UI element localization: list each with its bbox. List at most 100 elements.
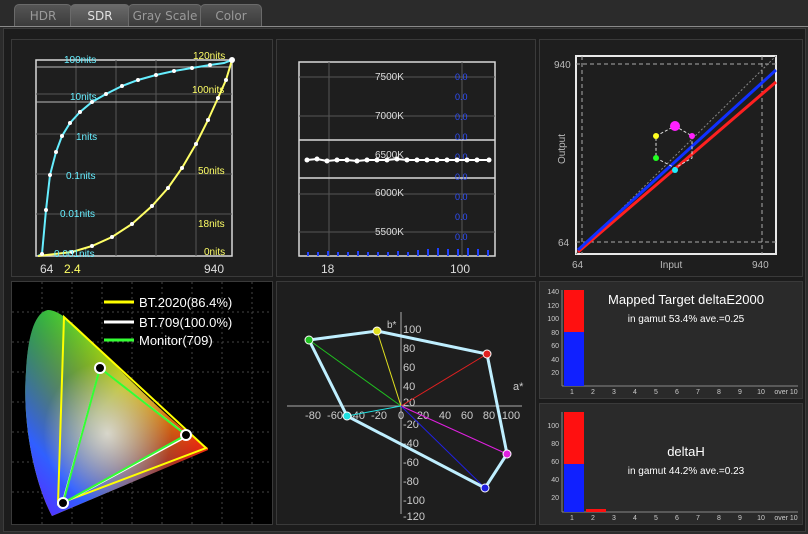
svg-text:0.0: 0.0 [455, 232, 468, 242]
tab-hdr[interactable]: HDR [14, 4, 72, 27]
svg-text:80: 80 [403, 343, 415, 355]
gamma-label-100nits: 100nits [64, 55, 96, 66]
svg-text:0.0: 0.0 [455, 212, 468, 222]
svg-text:0: 0 [398, 410, 404, 422]
svg-text:60: 60 [551, 459, 559, 466]
deltah-bar2-red [586, 509, 606, 512]
cie-panel: BT.2020(86.4%) BT.709(100.0%) Monitor(70… [11, 281, 273, 525]
deltah-bar-blue [564, 464, 584, 512]
mapping-red-line [577, 80, 777, 254]
de2000-y-ticks: 140 120 100 80 60 40 20 [547, 289, 559, 377]
gamma-label-0.001nits: 0.001nits [54, 249, 95, 260]
gamma-grid [36, 60, 232, 256]
ab-cyan-ray [346, 405, 402, 417]
deltah-bar-red [564, 412, 584, 464]
cie-green-primary [94, 362, 106, 374]
mapping-xlabel: Input [660, 260, 682, 271]
svg-text:-20: -20 [403, 419, 419, 431]
svg-text:6: 6 [675, 389, 679, 396]
svg-text:60: 60 [461, 410, 473, 422]
ab-green-point [304, 335, 314, 345]
de2000-chart: 140 120 100 80 60 40 20 1 2 3 4 5 6 7 8 9 10 ove… [540, 282, 802, 398]
svg-text:5: 5 [654, 515, 658, 522]
svg-text:120: 120 [547, 303, 559, 310]
tab-divider [0, 26, 808, 27]
svg-text:9: 9 [738, 389, 742, 396]
gamma-cyan-labels: 100nits 10nits 1nits 0.1nits 0.01nits 0.… [54, 55, 97, 260]
svg-text:3: 3 [612, 515, 616, 522]
gamma-yellow-labels: 120nits 100nits 50nits 18nits 0nits [192, 51, 225, 258]
svg-text:-100: -100 [403, 495, 425, 507]
gamma-value: 2.4 [64, 262, 81, 276]
svg-text:8: 8 [717, 515, 721, 522]
tab-sdr[interactable]: SDR [70, 4, 130, 27]
svg-text:100: 100 [547, 316, 559, 323]
colortemp-5500: 5500K [375, 227, 404, 238]
mapping-diagonal [575, 55, 777, 255]
colortemp-blue-bars [307, 248, 489, 256]
svg-text:1: 1 [570, 389, 574, 396]
svg-text:20: 20 [551, 495, 559, 502]
mapping-ylabel: Output [557, 134, 568, 164]
gamma-points [40, 57, 235, 256]
mapping-plot-frame [575, 55, 777, 255]
deltah-y-ticks: 100 80 60 40 20 [547, 423, 559, 502]
colortemp-7500: 7500K [375, 72, 404, 83]
cie-bt2020-triangle [56, 314, 208, 506]
de2000-panel: 140 120 100 80 60 40 20 1 2 3 4 5 6 7 8 9 10 ove… [539, 281, 803, 399]
svg-text:0.0: 0.0 [455, 132, 468, 142]
mapping-blue-line [576, 68, 778, 252]
cie-monitor-triangle [61, 366, 188, 506]
svg-text:100: 100 [547, 423, 559, 430]
svg-text:4: 4 [633, 515, 637, 522]
deltah-title: deltaH [667, 444, 705, 459]
ab-magenta-point [502, 449, 512, 459]
gamma-panel: 100nits 10nits 1nits 0.1nits 0.01nits 0.… [11, 39, 273, 277]
svg-text:7: 7 [696, 389, 700, 396]
svg-text:1: 1 [570, 515, 574, 522]
cie-red-primary [180, 429, 192, 441]
tab-bar: HDR SDR Gray Scale Color [0, 0, 808, 28]
ab-b-label: b* [387, 320, 397, 331]
gamma-label-1nits: 1nits [76, 132, 97, 143]
svg-text:-80: -80 [305, 410, 321, 422]
svg-text:80: 80 [483, 410, 495, 422]
svg-text:0.0: 0.0 [455, 92, 468, 102]
gamma-label-0.1nits: 0.1nits [66, 171, 95, 182]
mapping-chart: Output Input 940 64 64 940 [554, 55, 778, 271]
mapping-yellow-dot [653, 133, 659, 139]
gamma-label-0.01nits: 0.01nits [60, 209, 95, 220]
svg-text:5: 5 [654, 389, 658, 396]
deltah-x-ticks: 1 2 3 4 5 6 7 8 9 10 over 10 [570, 515, 798, 522]
svg-text:over 10: over 10 [774, 389, 797, 396]
de2000-x-ticks: 1 2 3 4 5 6 7 8 9 10 over 10 [570, 389, 798, 396]
colortemp-7000: 7000K [375, 111, 404, 122]
cie-blue-primary [57, 497, 69, 509]
svg-text:40: 40 [403, 381, 415, 393]
tab-color[interactable]: Color [200, 4, 262, 27]
svg-text:0.0: 0.0 [455, 112, 468, 122]
svg-text:2: 2 [591, 515, 595, 522]
svg-text:40: 40 [551, 357, 559, 364]
colortemp-blue-marks: 0.0 0.0 0.0 0.0 0.0 0.0 0.0 0.0 0.0 [455, 72, 468, 242]
de2000-bar-blue [564, 332, 584, 386]
deltah-panel: 100 80 60 40 20 1 2 3 4 5 6 7 8 9 10 over 10 de… [539, 403, 803, 525]
de2000-title: Mapped Target deltaE2000 [608, 292, 764, 307]
gamma-x-64: 64 [40, 262, 54, 276]
gamma-label-120nits: 120nits [193, 51, 225, 62]
gamma-label-0nits: 0nits [204, 247, 225, 258]
svg-text:0.0: 0.0 [455, 152, 468, 162]
ab-blue-point [480, 483, 490, 493]
ab-magenta-ray [400, 405, 508, 455]
ab-blue-ray [400, 405, 486, 489]
svg-text:10: 10 [757, 389, 765, 396]
svg-text:-80: -80 [403, 476, 419, 488]
svg-text:over 10: over 10 [774, 515, 797, 522]
de2000-subtitle: in gamut 53.4% ave.=0.25 [628, 314, 745, 325]
ab-red-ray [400, 353, 488, 407]
svg-text:20: 20 [403, 397, 415, 409]
tab-gray-scale[interactable]: Gray Scale [128, 4, 202, 27]
svg-text:140: 140 [547, 289, 559, 296]
svg-text:4: 4 [633, 389, 637, 396]
